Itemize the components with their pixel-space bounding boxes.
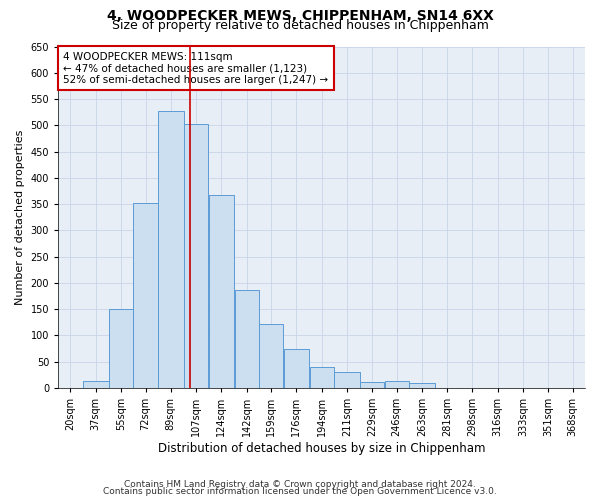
Bar	[209, 195, 234, 388]
Bar	[385, 381, 409, 388]
Text: 4, WOODPECKER MEWS, CHIPPENHAM, SN14 6XX: 4, WOODPECKER MEWS, CHIPPENHAM, SN14 6XX	[107, 9, 493, 23]
Bar	[334, 372, 359, 388]
Bar	[310, 367, 334, 388]
Text: Contains HM Land Registry data © Crown copyright and database right 2024.: Contains HM Land Registry data © Crown c…	[124, 480, 476, 489]
Bar	[158, 111, 184, 388]
Bar	[284, 348, 309, 388]
Text: Contains public sector information licensed under the Open Government Licence v3: Contains public sector information licen…	[103, 488, 497, 496]
Text: Size of property relative to detached houses in Chippenham: Size of property relative to detached ho…	[112, 19, 488, 32]
Bar	[409, 384, 434, 388]
Bar	[184, 124, 208, 388]
Bar	[235, 290, 259, 388]
Bar	[133, 202, 158, 388]
Text: 4 WOODPECKER MEWS: 111sqm
← 47% of detached houses are smaller (1,123)
52% of se: 4 WOODPECKER MEWS: 111sqm ← 47% of detac…	[64, 52, 329, 85]
Y-axis label: Number of detached properties: Number of detached properties	[15, 130, 25, 305]
Bar	[259, 324, 283, 388]
Bar	[109, 309, 133, 388]
X-axis label: Distribution of detached houses by size in Chippenham: Distribution of detached houses by size …	[158, 442, 485, 455]
Bar	[360, 382, 384, 388]
Bar	[83, 381, 109, 388]
